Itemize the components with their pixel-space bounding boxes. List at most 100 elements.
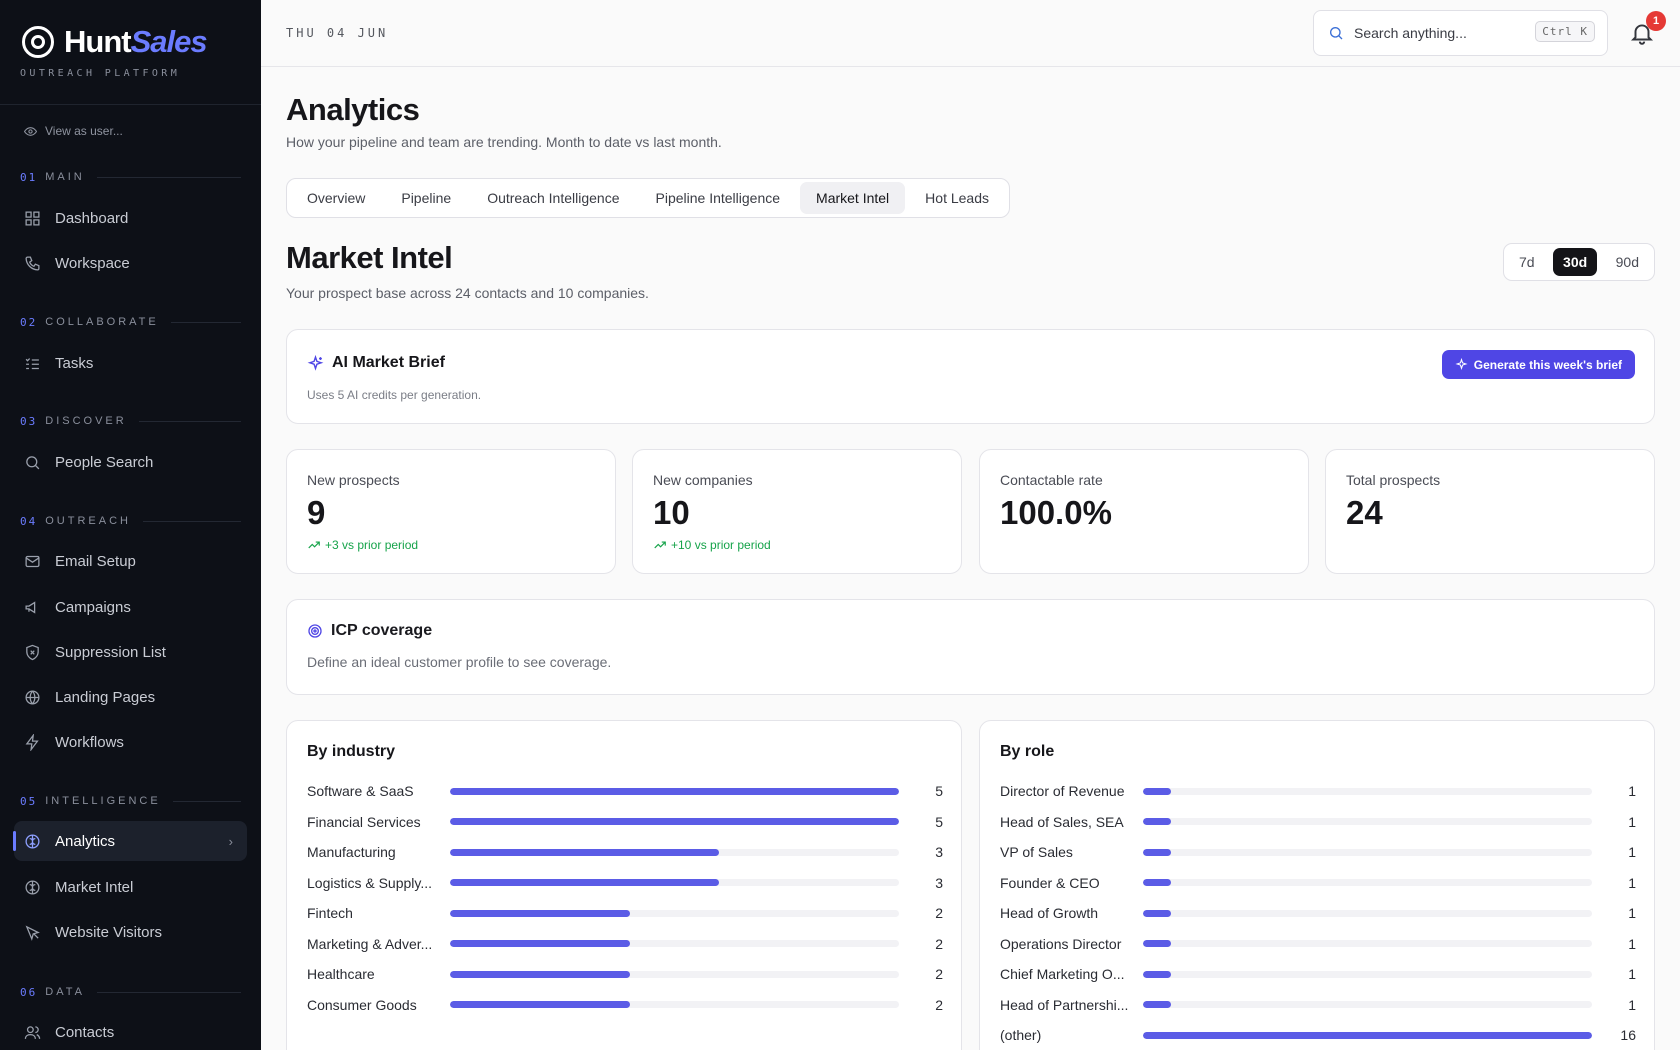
sidebar-item-campaigns[interactable]: Campaigns: [14, 587, 247, 627]
section-subtitle: Your prospect base across 24 contacts an…: [286, 285, 649, 301]
section-title: Market Intel: [286, 240, 453, 275]
page-title: Analytics: [286, 92, 420, 127]
range-90d-button[interactable]: 90d: [1615, 254, 1639, 270]
icp-coverage-card: ICP coverage Define an ideal customer pr…: [286, 599, 1655, 695]
range-30d-button[interactable]: 30d: [1553, 248, 1598, 276]
checklist-icon: [25, 357, 39, 369]
sidebar-item-people-search[interactable]: People Search: [14, 442, 247, 482]
sidebar-item-dashboard[interactable]: Dashboard: [14, 198, 247, 238]
search-icon: [1330, 27, 1343, 40]
role-row: VP of Sales 1: [1000, 842, 1636, 862]
role-bar-track: [1143, 848, 1592, 856]
tab-outreach-intelligence[interactable]: Outreach Intelligence: [487, 190, 620, 206]
industry-row: Fintech 2: [307, 903, 943, 923]
stat-value: 9: [307, 494, 326, 531]
sidebar-item-tasks[interactable]: Tasks: [14, 343, 247, 383]
industry-name: Financial Services: [307, 813, 421, 830]
role-bar-track: [1143, 940, 1592, 947]
by-industry-title: By industry: [307, 743, 396, 760]
industry-bar: [450, 1001, 630, 1008]
brand-name-accent: Sales: [130, 24, 208, 59]
stat-label: Total prospects: [1346, 472, 1441, 488]
section-discover: 03 DISCOVER: [20, 413, 241, 429]
range-7d-button[interactable]: 7d: [1519, 254, 1535, 270]
sidebar-item-market-intel[interactable]: Market Intel: [14, 867, 247, 907]
role-value: 1: [1628, 874, 1636, 891]
role-value: 1: [1628, 966, 1636, 982]
stat-value: 100.0%: [1000, 494, 1112, 531]
search-input[interactable]: [1354, 25, 1534, 41]
bolt-icon: [25, 733, 39, 751]
stat-card-total-prospects: Total prospects 24: [1325, 449, 1655, 574]
sidebar-item-contacts[interactable]: Contacts: [14, 1012, 247, 1050]
brand-logo[interactable]: HuntSales: [22, 24, 208, 60]
section-number: 03: [20, 414, 38, 428]
role-name: Head of Sales, SEA: [1000, 813, 1124, 830]
by-industry-card: By industry Software & SaaS 5 Financial Se…: [286, 720, 962, 1050]
role-row: Head of Partnershi... 1: [1000, 995, 1636, 1015]
industry-row: Healthcare 2: [307, 964, 943, 984]
sidebar-item-email-setup[interactable]: Email Setup: [14, 541, 247, 581]
role-bar: [1143, 1001, 1172, 1008]
chevron-right-icon: ›: [228, 833, 233, 849]
industry-name: Consumer Goods: [307, 996, 417, 1013]
bell-icon[interactable]: [1629, 20, 1655, 46]
cursor-icon: [25, 925, 40, 941]
shortcut-hint: Ctrl K: [1535, 21, 1595, 42]
ai-market-brief-card: AI Market Brief Uses 5 AI credits per ge…: [286, 329, 1655, 424]
users-icon: [24, 1025, 41, 1039]
stat-value: 10: [653, 494, 690, 531]
icp-title: ICP coverage: [331, 622, 433, 639]
sidebar-item-analytics[interactable]: Analytics ›: [13, 821, 247, 861]
sidebar-item-website-visitors[interactable]: Website Visitors: [14, 912, 247, 952]
sidebar-item-workspace[interactable]: Workspace: [14, 243, 247, 283]
industry-name: Fintech: [307, 905, 353, 921]
icp-subtitle: Define an ideal customer profile to see …: [307, 654, 612, 670]
brain-icon: [25, 879, 40, 895]
tab-market-intel[interactable]: Market Intel: [800, 182, 906, 214]
date-range-toggle: 7d 30d 90d: [1503, 243, 1655, 281]
sidebar-item-label: Market Intel: [55, 878, 134, 896]
section-label: DISCOVER: [45, 415, 127, 427]
industry-name: Software & SaaS: [307, 783, 414, 799]
section-number: 04: [20, 514, 38, 528]
sidebar-item-landing-pages[interactable]: Landing Pages: [14, 677, 247, 717]
sidebar-item-workflows[interactable]: Workflows: [14, 722, 247, 762]
tab-pipeline[interactable]: Pipeline: [401, 190, 452, 206]
industry-bar-track: [450, 940, 899, 947]
industry-value: 3: [935, 844, 943, 860]
role-name: VP of Sales: [1000, 844, 1073, 860]
role-bar-track: [1143, 1001, 1592, 1008]
role-name: Operations Director: [1000, 935, 1122, 952]
section-collaborate: 02 COLLABORATE: [20, 314, 241, 330]
stat-delta: +3 vs prior period: [307, 538, 418, 552]
current-date: THU 04 JUN: [286, 26, 389, 40]
stat-delta-text: +10 vs prior period: [671, 538, 771, 552]
role-bar-track: [1143, 909, 1592, 917]
tab-overview[interactable]: Overview: [307, 190, 366, 206]
generate-brief-label: Generate this week's brief: [1473, 357, 1622, 372]
section-main: 01 MAIN: [20, 169, 241, 185]
page-subtitle: How your pipeline and team are trending.…: [286, 134, 722, 150]
brief-title: AI Market Brief: [332, 354, 445, 371]
sidebar-item-label: Landing Pages: [55, 688, 156, 706]
sidebar-item-label: Tasks: [55, 354, 94, 372]
role-bar: [1143, 1031, 1592, 1039]
role-bar: [1143, 909, 1172, 917]
tab-pipeline-intelligence[interactable]: Pipeline Intelligence: [655, 190, 781, 206]
role-bar-track: [1143, 818, 1592, 825]
generate-brief-button[interactable]: Generate this week's brief: [1441, 350, 1635, 379]
global-search[interactable]: Ctrl K: [1313, 10, 1608, 56]
tab-hot-leads[interactable]: Hot Leads: [925, 190, 989, 206]
sparkles-icon: [307, 354, 324, 371]
role-row: Head of Growth 1: [1000, 903, 1636, 923]
sidebar-item-suppression-list[interactable]: Suppression List: [14, 632, 247, 672]
industry-value: 2: [935, 905, 943, 921]
globe-icon: [25, 689, 40, 705]
brand-tagline: OUTREACH PLATFORM: [20, 68, 181, 79]
industry-bar-track: [450, 787, 899, 795]
top-bar: THU 04 JUN Ctrl K 1: [261, 0, 1680, 67]
view-as-user-button[interactable]: View as user...: [24, 124, 123, 138]
stat-card-new-companies: New companies 10 +10 vs prior period: [632, 449, 962, 574]
stat-label: New companies: [653, 472, 753, 488]
